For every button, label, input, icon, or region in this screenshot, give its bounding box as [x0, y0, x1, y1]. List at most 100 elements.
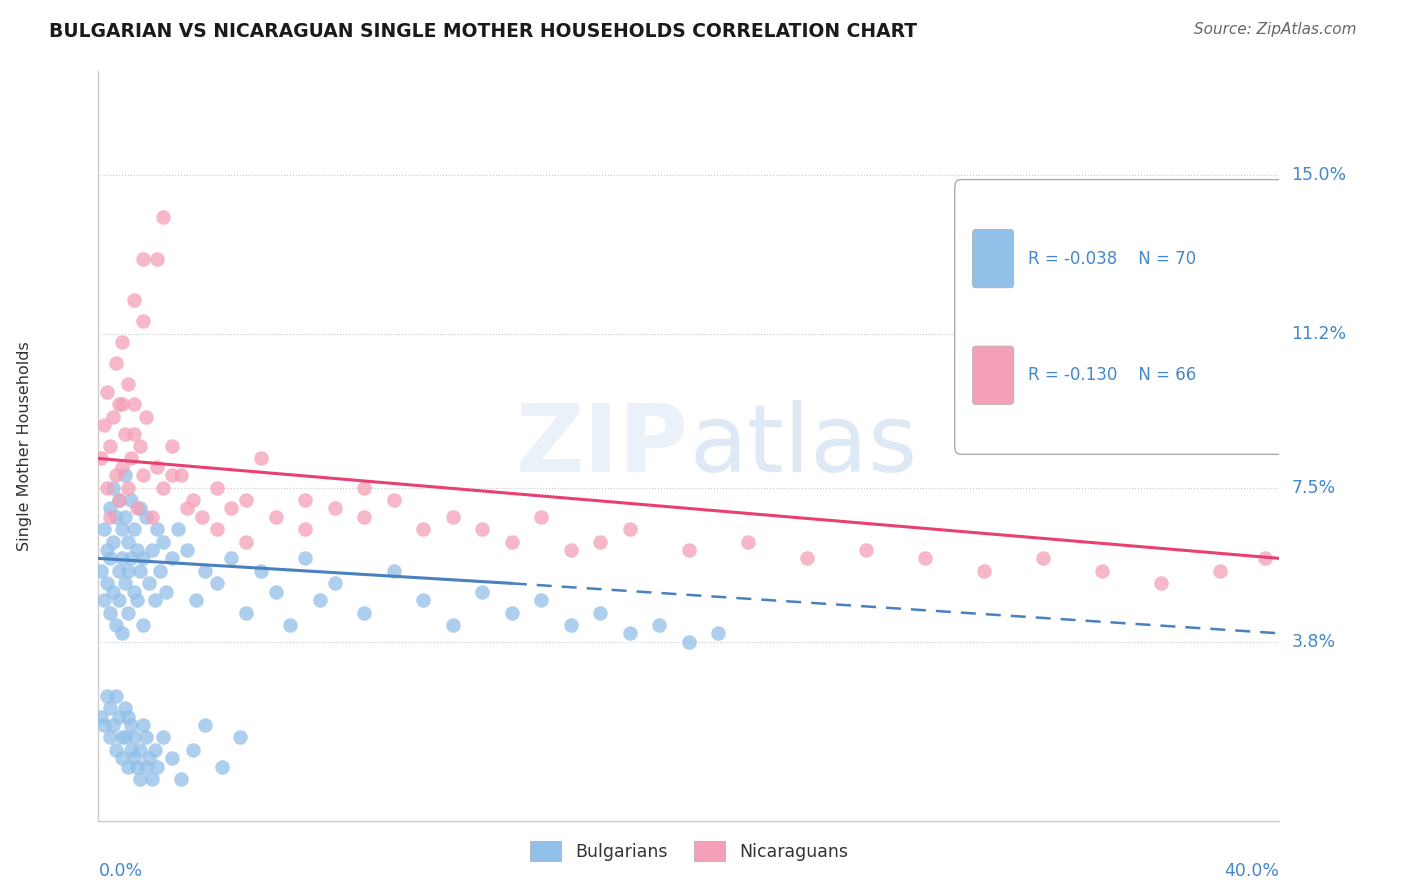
Point	[103, 718, 125, 732]
Point	[114, 731, 136, 745]
Point	[103, 534, 125, 549]
Point	[98, 439, 121, 453]
Point	[167, 522, 190, 536]
Point	[589, 606, 612, 620]
Point	[96, 689, 118, 703]
Point	[235, 534, 257, 549]
Point	[235, 493, 257, 508]
Point	[111, 731, 134, 745]
Point	[98, 509, 121, 524]
Point	[229, 731, 252, 745]
Point	[619, 626, 641, 640]
Point	[250, 451, 273, 466]
Point	[146, 522, 169, 536]
Text: BULGARIAN VS NICARAGUAN SINGLE MOTHER HOUSEHOLDS CORRELATION CHART: BULGARIAN VS NICARAGUAN SINGLE MOTHER HO…	[49, 22, 917, 41]
Point	[560, 543, 582, 558]
Point	[152, 481, 174, 495]
Point	[589, 534, 612, 549]
Point	[111, 551, 134, 566]
Point	[108, 709, 131, 723]
Point	[93, 522, 115, 536]
Point	[120, 718, 142, 732]
Point	[125, 501, 148, 516]
Point	[122, 731, 145, 745]
Point	[619, 522, 641, 536]
Point	[162, 751, 183, 765]
Point	[128, 772, 150, 786]
FancyBboxPatch shape	[973, 346, 1014, 404]
Point	[796, 551, 818, 566]
Point	[96, 384, 118, 399]
Point	[108, 397, 131, 411]
Point	[96, 481, 118, 495]
Point	[152, 731, 174, 745]
Point	[294, 493, 316, 508]
Point	[93, 593, 115, 607]
Point	[111, 626, 134, 640]
Point	[120, 493, 142, 508]
Point	[141, 772, 163, 786]
Point	[135, 409, 157, 424]
Point	[309, 593, 332, 607]
Point	[128, 564, 150, 578]
Point	[111, 334, 134, 349]
Point	[181, 493, 204, 508]
Point	[353, 606, 375, 620]
Point	[105, 618, 128, 632]
Point	[103, 584, 125, 599]
Point	[1209, 564, 1232, 578]
Point	[117, 481, 139, 495]
Point	[471, 584, 494, 599]
Point	[117, 759, 139, 773]
Point	[122, 293, 145, 308]
Point	[162, 439, 183, 453]
Point	[855, 543, 877, 558]
Point	[120, 551, 142, 566]
Point	[122, 584, 145, 599]
Point	[143, 593, 166, 607]
Point	[114, 468, 136, 483]
Point	[98, 501, 121, 516]
Point	[117, 606, 139, 620]
Point	[353, 481, 375, 495]
Point	[138, 751, 160, 765]
Point	[294, 551, 316, 566]
Text: 7.5%: 7.5%	[1291, 479, 1336, 497]
Text: atlas: atlas	[689, 400, 917, 492]
Point	[114, 701, 136, 715]
Point	[90, 709, 112, 723]
Point	[501, 606, 523, 620]
Point	[412, 522, 434, 536]
Point	[128, 743, 150, 757]
Point	[1091, 564, 1114, 578]
Text: 0.0%: 0.0%	[98, 863, 142, 880]
Point	[205, 481, 228, 495]
Point	[250, 564, 273, 578]
Point	[111, 522, 134, 536]
Point	[117, 534, 139, 549]
Point	[382, 493, 405, 508]
Point	[103, 481, 125, 495]
Point	[914, 551, 936, 566]
Text: 11.2%: 11.2%	[1291, 325, 1347, 343]
Point	[125, 593, 148, 607]
Point	[105, 509, 128, 524]
Point	[184, 593, 207, 607]
Point	[678, 634, 700, 648]
Point	[117, 709, 139, 723]
Point	[155, 584, 177, 599]
Point	[737, 534, 759, 549]
Point	[149, 564, 172, 578]
Point	[105, 468, 128, 483]
Point	[162, 551, 183, 566]
Point	[135, 759, 157, 773]
Point	[143, 743, 166, 757]
Point	[353, 509, 375, 524]
Point	[181, 743, 204, 757]
Point	[973, 564, 995, 578]
Point	[132, 718, 155, 732]
Text: Single Mother Households: Single Mother Households	[17, 341, 32, 551]
Point	[170, 772, 193, 786]
Point	[114, 509, 136, 524]
Point	[132, 252, 155, 266]
